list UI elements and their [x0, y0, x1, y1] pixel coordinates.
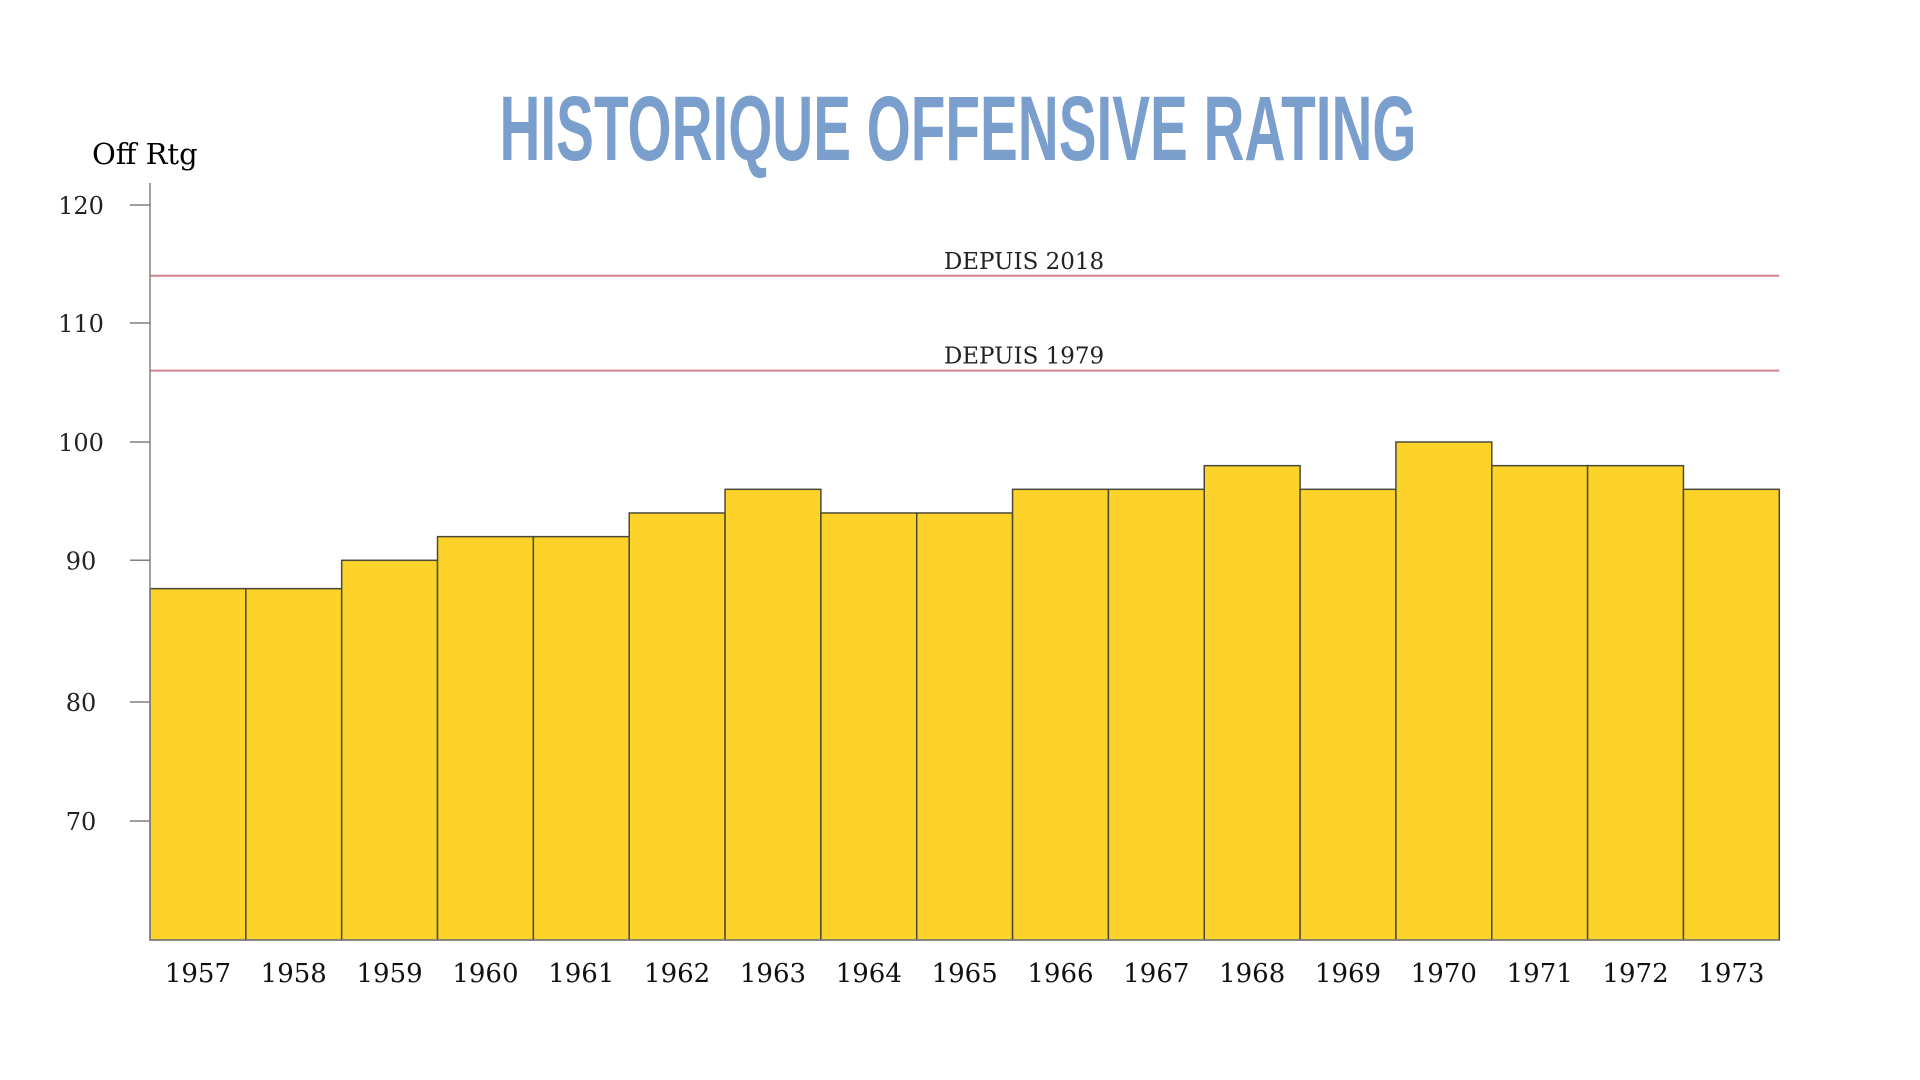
bar-1973 [1682, 488, 1781, 941]
bar-1957 [149, 587, 247, 941]
x-tick-label: 1958 [261, 959, 327, 989]
reference-line-label: DEPUIS 2018 [944, 249, 1104, 275]
bar-1970 [1395, 441, 1493, 941]
x-tick-label: 1964 [836, 959, 902, 989]
x-tick-label: 1970 [1411, 959, 1477, 989]
x-tick-label: 1965 [932, 959, 998, 989]
chart-title: HISTORIQUE OFFENSIVE RATING [500, 78, 1417, 180]
x-tick-label: 1960 [452, 959, 518, 989]
bar-1964 [820, 512, 918, 941]
x-tick-label: 1971 [1507, 959, 1573, 989]
y-tick-label: 120 [58, 192, 104, 220]
x-tick-label: 1963 [740, 959, 806, 989]
x-tick-label: 1957 [165, 959, 231, 989]
bar-1967 [1107, 488, 1206, 941]
bar-1971 [1491, 464, 1589, 941]
reference-lines: DEPUIS 2018 DEPUIS 1979 [150, 249, 1780, 372]
x-tick-label: 1959 [357, 959, 423, 989]
bar-1959 [340, 559, 439, 941]
bar-1962 [628, 512, 726, 941]
x-tick-label: 1962 [644, 959, 710, 989]
y-tick-label: 70 [66, 808, 97, 836]
x-tick-label: 1973 [1698, 959, 1764, 989]
y-axis: 120 110 100 90 80 70 [58, 183, 151, 940]
y-tick-label: 90 [66, 547, 97, 575]
y-axis-label: Off Rtg [92, 137, 198, 171]
x-tick-label: 1972 [1602, 959, 1668, 989]
bar-1963 [724, 488, 822, 941]
y-tick-label: 80 [66, 689, 97, 717]
bar-1968 [1203, 464, 1301, 941]
y-tick-label: 100 [58, 429, 104, 457]
x-axis: 1957 1958 1959 1960 1961 1962 1963 1964 1965 1966… [150, 939, 1780, 989]
y-tick-label: 110 [58, 310, 104, 338]
bar-1972 [1586, 464, 1685, 941]
x-tick-label: 1966 [1027, 959, 1093, 989]
x-tick-label: 1961 [548, 959, 614, 989]
bar-1965 [915, 512, 1014, 941]
x-tick-label: 1968 [1219, 959, 1285, 989]
bar-1958 [245, 587, 343, 941]
bars-group [149, 441, 1781, 941]
reference-line-label: DEPUIS 1979 [944, 344, 1104, 370]
x-tick-label: 1969 [1315, 959, 1381, 989]
x-tick-label: 1967 [1123, 959, 1189, 989]
bar-1960 [436, 535, 535, 941]
bar-1961 [532, 535, 630, 941]
bar-1966 [1011, 488, 1110, 941]
bar-1969 [1299, 488, 1397, 941]
